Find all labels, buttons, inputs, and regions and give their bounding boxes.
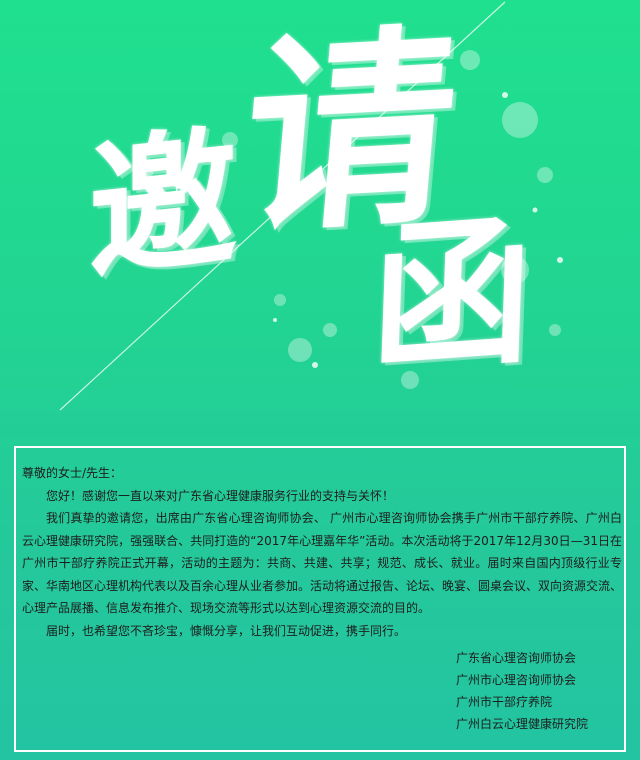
splatter-decoration [0,0,640,440]
signatory: 广州市心理咨询师协会 [456,673,577,687]
letter-body: 尊敬的女士/先生： 您好！感谢您一直以来对广东省心理健康服务行业的支持与关怀！ … [22,462,622,642]
title-char-han: 函 [368,194,536,396]
signatory: 广东省心理咨询师协会 [456,651,577,665]
paragraph-greeting: 您好！感谢您一直以来对广东省心理健康服务行业的支持与关怀！ [46,488,395,503]
hero-banner: 邀 请 函 [0,0,640,440]
signatories: 广东省心理咨询师协会 广州市心理咨询师协会 广州市干部疗养院 广州白云心理健康研… [456,647,626,735]
signatory: 广州市干部疗养院 [456,695,553,709]
paragraph-invitation: 我们真挚的邀请您，出席由广东省心理咨询师协会、 广州市心理咨询师协会携手广州市干… [22,511,623,615]
paragraph-closing: 届时，也希望您不吝珍宝，慷慨分享，让我们互动促进，携手同行。 [46,623,407,638]
diagonal-line [59,1,506,411]
letter-frame [14,446,626,752]
signatory: 广州白云心理健康研究院 [456,717,589,731]
salutation: 尊敬的女士/先生： [22,466,123,480]
ink-splatters [136,34,561,389]
title-char-yao: 邀 [88,108,238,302]
